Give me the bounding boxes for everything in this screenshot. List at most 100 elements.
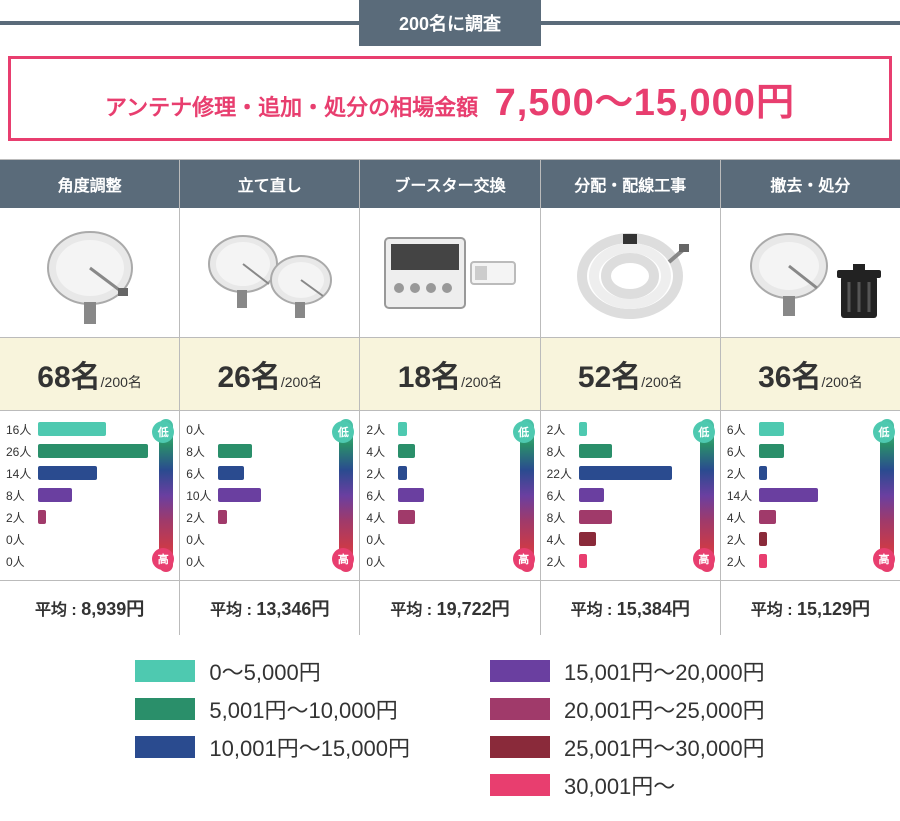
bar-label: 8人 bbox=[547, 509, 579, 526]
avg-value: 8,939円 bbox=[81, 599, 144, 619]
columns-container: 角度調整 68名/200名16人26人14人8人2人0人0人低高平均 : 8,9… bbox=[0, 159, 900, 635]
column-count: 68名/200名 bbox=[0, 338, 179, 411]
bar-label: 8人 bbox=[547, 443, 579, 460]
chart-row: 2人 bbox=[186, 507, 353, 527]
bar-label: 10人 bbox=[186, 487, 218, 504]
dish-pair-icon bbox=[180, 208, 359, 338]
chart-row: 0人 bbox=[186, 529, 353, 549]
price-banner: アンテナ修理・追加・処分の相場金額 7,500〜15,000円 bbox=[8, 56, 892, 141]
avg-value: 15,384円 bbox=[617, 599, 690, 619]
legend-label: 10,001円〜15,000円 bbox=[209, 731, 410, 763]
badge-high: 高 bbox=[152, 548, 174, 570]
bar bbox=[398, 488, 423, 502]
avg-label: 平均 : bbox=[751, 602, 797, 619]
bar bbox=[579, 422, 587, 436]
avg-label: 平均 : bbox=[571, 602, 617, 619]
bar-label: 2人 bbox=[186, 509, 218, 526]
legend-swatch bbox=[490, 660, 550, 682]
bar-label: 0人 bbox=[366, 553, 398, 570]
bar-label: 4人 bbox=[547, 531, 579, 548]
bar-label: 2人 bbox=[547, 421, 579, 438]
chart-row: 22人 bbox=[547, 463, 714, 483]
badge-low: 低 bbox=[513, 421, 535, 443]
legend-swatch bbox=[135, 698, 195, 720]
column-count: 26名/200名 bbox=[180, 338, 359, 411]
column-header: ブースター交換 bbox=[360, 160, 539, 208]
bar-label: 2人 bbox=[366, 421, 398, 438]
column: 立て直し 26名/200名0人8人6人10人2人0人0人低高平均 : 13,34… bbox=[180, 160, 360, 635]
badge-low: 低 bbox=[332, 421, 354, 443]
legend-col-left: 0〜5,000円 5,001円〜10,000円 10,001円〜15,000円 bbox=[135, 655, 410, 801]
chart-row: 6人 bbox=[727, 419, 894, 439]
chart-row: 4人 bbox=[727, 507, 894, 527]
column: 角度調整 68名/200名16人26人14人8人2人0人0人低高平均 : 8,9… bbox=[0, 160, 180, 635]
column-chart: 2人8人22人6人8人4人2人低高 bbox=[541, 411, 720, 581]
column-header: 立て直し bbox=[180, 160, 359, 208]
survey-header: 200名に調査 bbox=[0, 0, 900, 46]
bar bbox=[218, 488, 260, 502]
bar bbox=[759, 510, 776, 524]
bar-label: 4人 bbox=[366, 509, 398, 526]
chart-row: 0人 bbox=[366, 551, 533, 571]
bar-label: 6人 bbox=[186, 465, 218, 482]
bar-label: 0人 bbox=[186, 531, 218, 548]
bar-label: 6人 bbox=[727, 421, 759, 438]
chart-row: 6人 bbox=[186, 463, 353, 483]
bar bbox=[218, 444, 252, 458]
bar bbox=[398, 422, 406, 436]
legend-item: 5,001円〜10,000円 bbox=[135, 693, 410, 725]
bar-label: 0人 bbox=[366, 531, 398, 548]
bar-label: 2人 bbox=[727, 553, 759, 570]
bar-label: 4人 bbox=[727, 509, 759, 526]
header-line-left bbox=[0, 21, 359, 25]
legend-label: 0〜5,000円 bbox=[209, 655, 320, 687]
banner-value: 7,500〜15,000円 bbox=[495, 82, 795, 124]
avg-label: 平均 : bbox=[210, 602, 256, 619]
column-average: 平均 : 19,722円 bbox=[360, 581, 539, 635]
legend-label: 20,001円〜25,000円 bbox=[564, 693, 765, 725]
avg-value: 19,722円 bbox=[437, 599, 510, 619]
legend-swatch bbox=[490, 774, 550, 796]
avg-value: 15,129円 bbox=[797, 599, 870, 619]
avg-value: 13,346円 bbox=[256, 599, 329, 619]
column-count: 36名/200名 bbox=[721, 338, 900, 411]
bar-label: 0人 bbox=[186, 553, 218, 570]
bar-label: 4人 bbox=[366, 443, 398, 460]
count-value: 52名 bbox=[578, 361, 641, 394]
column-chart: 6人6人2人14人4人2人2人低高 bbox=[721, 411, 900, 581]
count-value: 18名 bbox=[398, 361, 461, 394]
chart-row: 14人 bbox=[727, 485, 894, 505]
count-value: 36名 bbox=[758, 361, 821, 394]
legend: 0〜5,000円 5,001円〜10,000円 10,001円〜15,000円 15… bbox=[0, 635, 900, 821]
count-value: 26名 bbox=[217, 361, 280, 394]
badge-high: 高 bbox=[513, 548, 535, 570]
bar-label: 8人 bbox=[6, 487, 38, 504]
chart-row: 0人 bbox=[6, 529, 173, 549]
bar-label: 2人 bbox=[727, 465, 759, 482]
chart-row: 26人 bbox=[6, 441, 173, 461]
bar-label: 0人 bbox=[186, 421, 218, 438]
chart-row: 0人 bbox=[186, 419, 353, 439]
bar-label: 2人 bbox=[6, 509, 38, 526]
column: ブースター交換 18名/200名2人4人2人6人4人0人0人低高平均 : 19,… bbox=[360, 160, 540, 635]
chart-row: 2人 bbox=[727, 551, 894, 571]
chart-row: 2人 bbox=[727, 529, 894, 549]
legend-item: 25,001円〜30,000円 bbox=[490, 731, 765, 763]
bar bbox=[759, 422, 784, 436]
chart-row: 10人 bbox=[186, 485, 353, 505]
chart-row: 6人 bbox=[366, 485, 533, 505]
column-average: 平均 : 8,939円 bbox=[0, 581, 179, 635]
cable-icon bbox=[541, 208, 720, 338]
bar-label: 0人 bbox=[6, 531, 38, 548]
badge-low: 低 bbox=[152, 421, 174, 443]
chart-row: 2人 bbox=[547, 551, 714, 571]
legend-item: 15,001円〜20,000円 bbox=[490, 655, 765, 687]
bar-label: 2人 bbox=[547, 553, 579, 570]
chart-row: 0人 bbox=[186, 551, 353, 571]
legend-label: 30,001円〜 bbox=[564, 769, 675, 801]
bar bbox=[218, 510, 226, 524]
badge-high: 高 bbox=[332, 548, 354, 570]
chart-row: 4人 bbox=[366, 441, 533, 461]
bar bbox=[38, 444, 148, 458]
price-gradient: 低高 bbox=[880, 419, 894, 572]
